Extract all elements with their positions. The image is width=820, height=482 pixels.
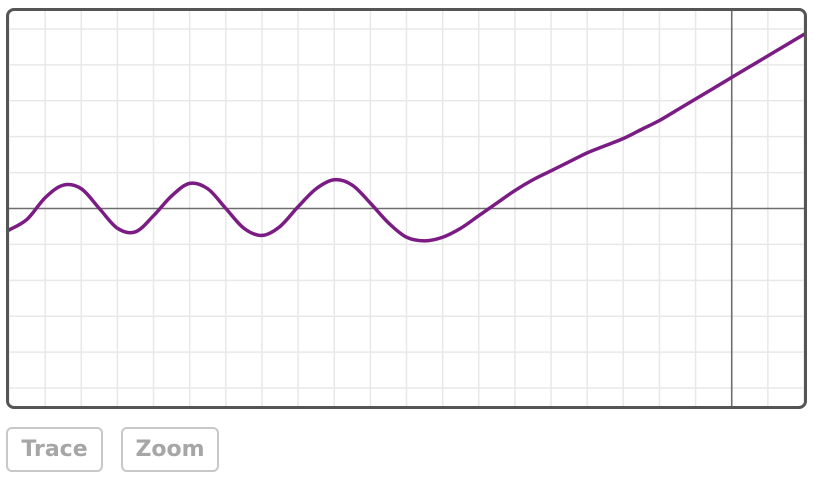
graph-area[interactable] [6, 8, 807, 409]
graph-canvas[interactable] [9, 11, 804, 406]
series [9, 32, 804, 243]
series-line [9, 32, 804, 243]
trace-button[interactable]: Trace [6, 427, 103, 472]
zoom-button[interactable]: Zoom [121, 427, 219, 472]
